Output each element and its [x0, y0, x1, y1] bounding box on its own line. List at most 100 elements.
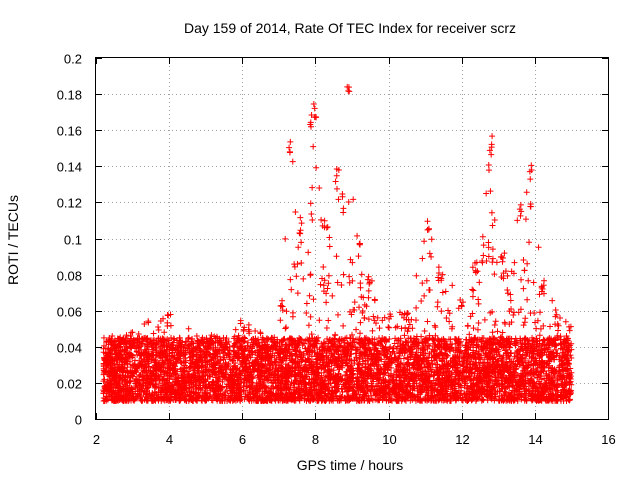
data-point [419, 255, 426, 262]
data-point [537, 325, 544, 332]
data-point [292, 208, 299, 215]
data-point [424, 318, 431, 325]
data-point [421, 327, 428, 334]
data-point [568, 354, 575, 361]
data-point [483, 190, 490, 197]
data-point [232, 326, 239, 333]
data-point [562, 318, 569, 325]
data-point [306, 292, 313, 299]
data-point [522, 216, 529, 223]
data-point [464, 322, 471, 329]
data-point [520, 322, 527, 329]
data-point [185, 325, 192, 332]
data-point [475, 319, 482, 326]
data-point [335, 311, 342, 318]
data-point [485, 239, 492, 246]
data-point [491, 271, 498, 278]
data-point [481, 340, 488, 347]
data-point [360, 294, 367, 301]
data-point [350, 196, 357, 203]
data-point [298, 239, 305, 246]
data-point [535, 244, 542, 251]
data-points [100, 83, 575, 404]
data-point [317, 281, 324, 288]
data-point [480, 252, 487, 259]
data-point [432, 324, 439, 331]
data-point [340, 322, 347, 329]
data-point [305, 322, 312, 329]
data-point [318, 216, 325, 223]
data-point [448, 325, 455, 332]
data-point [523, 189, 530, 196]
data-point [517, 306, 524, 313]
data-point [365, 316, 372, 323]
data-point [524, 296, 531, 303]
data-point [428, 236, 435, 243]
data-point [294, 290, 301, 297]
data-point [244, 339, 251, 346]
data-point [316, 185, 323, 192]
data-point [309, 216, 316, 223]
data-point [443, 314, 450, 321]
data-point [365, 294, 372, 301]
data-point [421, 238, 428, 245]
data-point [293, 273, 300, 280]
data-point [423, 277, 430, 284]
data-point [376, 325, 383, 332]
data-point [481, 316, 488, 323]
data-point [431, 322, 438, 329]
data-point [499, 329, 506, 336]
data-point [298, 259, 305, 266]
data-point [346, 273, 353, 280]
data-point [161, 329, 168, 336]
data-point [354, 232, 361, 239]
data-point [566, 397, 573, 404]
data-point [489, 259, 496, 266]
data-point [501, 250, 508, 257]
data-point [511, 259, 518, 266]
data-point [400, 355, 407, 362]
data-point [514, 217, 521, 224]
data-point [554, 377, 561, 384]
data-point [323, 325, 330, 332]
data-point [412, 317, 419, 324]
data-point [445, 307, 452, 314]
data-point [189, 335, 196, 342]
data-point [552, 306, 559, 313]
data-point [135, 330, 142, 337]
data-point [326, 234, 333, 241]
data-point [193, 332, 200, 339]
data-point [449, 282, 456, 289]
data-point [555, 327, 562, 334]
data-point [439, 289, 446, 296]
data-point [348, 331, 355, 338]
data-point [282, 325, 289, 332]
data-point [428, 253, 435, 260]
data-point [520, 257, 527, 264]
data-point [418, 298, 425, 305]
data-point [549, 297, 556, 304]
data-point [470, 325, 477, 332]
data-point [325, 272, 332, 279]
data-point [155, 326, 162, 333]
data-point [401, 332, 408, 339]
data-point [371, 296, 378, 303]
data-point [488, 151, 495, 158]
data-point [474, 326, 481, 333]
data-point [303, 310, 310, 317]
data-point [283, 324, 290, 331]
data-point [438, 308, 445, 315]
data-point [413, 304, 420, 311]
data-point [325, 317, 332, 324]
data-point [333, 185, 340, 192]
data-point [334, 279, 341, 286]
data-point [288, 286, 295, 293]
data-point [307, 200, 314, 207]
data-point [310, 296, 317, 303]
data-point [245, 321, 252, 328]
data-point [469, 293, 476, 300]
data-point [303, 300, 310, 307]
data-point [491, 322, 498, 329]
data-point [489, 255, 496, 262]
